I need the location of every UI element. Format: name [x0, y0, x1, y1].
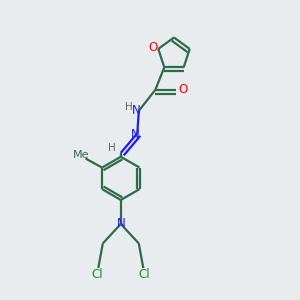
Text: O: O [148, 41, 158, 54]
Text: N: N [132, 104, 141, 117]
Text: Cl: Cl [91, 268, 103, 281]
Text: O: O [178, 83, 188, 96]
Text: H: H [125, 102, 133, 112]
Text: Cl: Cl [139, 268, 150, 281]
Text: Me: Me [73, 150, 89, 160]
Text: H: H [108, 143, 116, 153]
Text: N: N [130, 128, 139, 141]
Text: N: N [117, 217, 126, 230]
